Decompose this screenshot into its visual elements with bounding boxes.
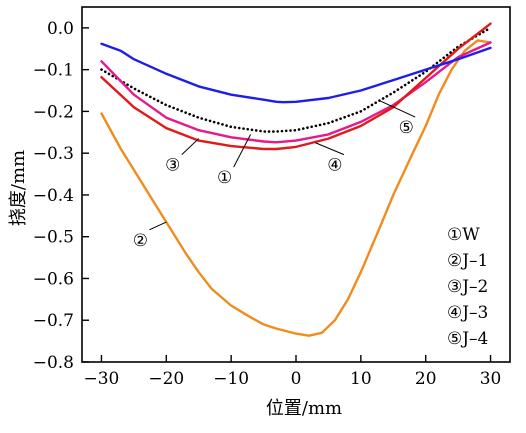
annotation-leader-line: [181, 138, 200, 155]
legend-entry: ①W: [447, 225, 480, 245]
series-lines: [100, 22, 492, 337]
y-axis-label: 挠度/mm: [8, 150, 29, 226]
y-tick-label: 0.0: [47, 19, 74, 39]
y-tick-label: −0.8: [33, 353, 74, 373]
annotation-marker: ②: [133, 231, 148, 251]
series-line-j-1: [100, 39, 492, 337]
x-tick-label: 20: [415, 369, 437, 389]
x-tick-label: −20: [148, 369, 184, 389]
annotation-marker: ③: [165, 156, 180, 176]
curve-annotations: ① ② ③ ④ ⑤: [133, 100, 416, 251]
plot-frame: [81, 6, 511, 363]
annotation-leader-line: [380, 100, 416, 118]
annotation-leader-line: [315, 142, 345, 156]
series-line-w: [100, 26, 492, 133]
axis-ticks: −30 −20 −10 0 10 20 30 0.0 −0.1 −0.2 −0.3 −0.4 −0.5 −…: [33, 19, 502, 389]
x-axis-label: 位置/mm: [266, 398, 342, 419]
x-tick-label: 30: [480, 369, 502, 389]
y-tick-label: −0.2: [33, 102, 74, 122]
legend: ①W ②J–1 ③J–2 ④J–3 ⑤J–4: [447, 225, 488, 349]
series-line-j-4: [100, 42, 492, 104]
x-tick-label: −10: [213, 369, 249, 389]
annotation-marker: ①: [217, 168, 232, 188]
annotation-leader-line: [149, 221, 167, 231]
x-tick-label: −30: [84, 369, 120, 389]
annotation-marker: ⑤: [399, 118, 414, 138]
legend-entry: ②J–1: [447, 251, 488, 271]
y-tick-label: −0.3: [33, 144, 74, 164]
y-tick-label: −0.4: [33, 186, 74, 206]
legend-entry: ④J–3: [447, 303, 488, 323]
series-line-j-3: [100, 22, 492, 151]
y-tick-label: −0.1: [33, 61, 74, 81]
annotation-leader-line: [233, 134, 252, 168]
x-tick-label: 0: [291, 369, 302, 389]
annotation-marker: ④: [327, 156, 342, 176]
y-tick-label: −0.6: [33, 269, 74, 289]
y-tick-label: −0.5: [33, 228, 74, 248]
series-line-j-2: [100, 41, 492, 144]
x-tick-label: 10: [350, 369, 372, 389]
legend-entry: ③J–2: [447, 277, 488, 297]
y-tick-label: −0.7: [33, 311, 74, 331]
legend-entry: ⑤J–4: [447, 329, 488, 349]
